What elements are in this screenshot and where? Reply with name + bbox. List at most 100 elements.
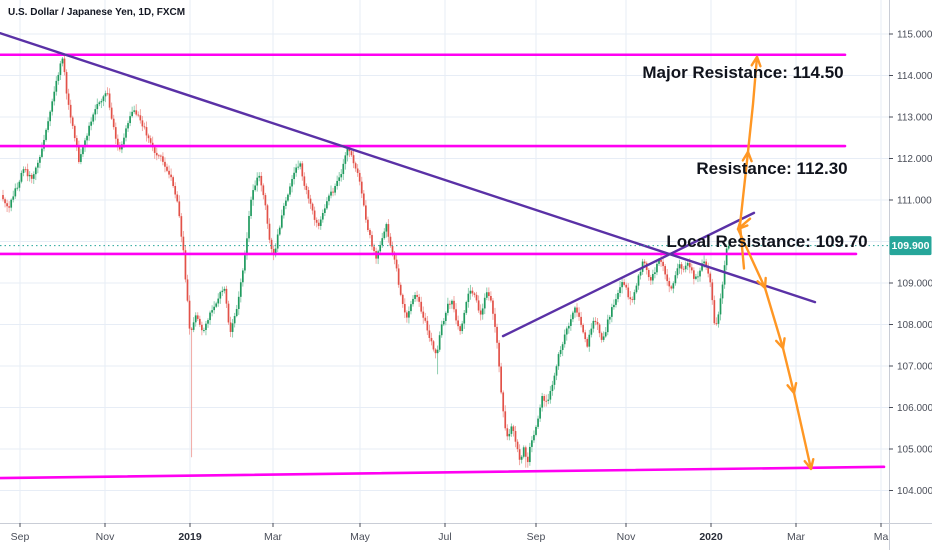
candle-body [492,300,494,314]
candle-body [611,307,613,317]
candle-body [578,312,580,317]
candle-body [34,167,37,175]
candle-body [637,275,640,286]
candle-body [639,271,642,276]
candle-body [51,101,54,112]
candle-body [539,407,541,419]
time-axis-label: Jul [438,531,451,543]
candle-body [535,426,537,435]
candle-body [98,102,101,105]
candle-body [69,104,72,118]
candle-body [430,337,433,342]
candle-body [280,215,283,228]
candle-body [139,115,142,121]
candle-body [319,219,322,226]
price-axis-label: 111.000 [897,196,932,207]
candle-body [196,315,199,319]
candle-body [434,349,437,354]
last-price-label: 109.900 [892,240,930,252]
candle-body [412,298,414,305]
candle-body [563,334,566,345]
levels-layer [0,53,886,480]
candle-body [315,219,318,223]
candle-body [293,172,295,180]
candle-body [186,279,189,301]
candle-body [504,411,507,429]
candle-body [59,63,62,75]
candle-body [551,384,554,392]
candle-body [572,312,574,320]
candle-body [662,261,664,267]
candle-body [379,245,382,252]
candle-body [717,314,720,324]
candle-body [715,323,718,325]
candle-body [192,322,195,330]
candle-body [467,293,470,302]
up-target-arrow-head-icon [750,55,762,68]
candle-body [2,195,4,200]
candle-body [705,261,707,266]
candle-body [274,248,277,256]
candle-body [334,186,336,193]
time-axis[interactable]: Sep Nov 2019 Mar May Jul Sep Nov 2020 Mar Ma [0,523,932,550]
candle-body [342,163,345,175]
candle-body [709,273,712,283]
candle-body [307,190,310,199]
support-line[interactable] [0,465,886,480]
candle-body [479,310,482,315]
annotation-label[interactable]: Local Resistance: 109.70 [666,232,867,251]
candle-body [129,116,131,124]
candle-body [582,324,584,333]
candle-body [475,294,478,301]
candle-body [629,297,632,300]
candle-body [477,300,480,311]
candle-body [116,138,119,147]
candle-body [233,316,236,324]
candle-body [690,267,693,271]
price-axis-label: 104.000 [897,486,932,497]
descending-trendline[interactable] [0,31,817,304]
price-axis-label: 113.000 [897,113,932,124]
candle-body [285,200,287,206]
candle-body [356,168,359,173]
candle-body [321,212,324,220]
candle-body [401,294,404,304]
price-axis[interactable]: 115.000 114.000 113.000 112.000 111.000 109.0… [889,0,932,550]
candle-body [633,292,636,300]
candle-body [555,366,558,376]
candle-body [61,58,64,64]
candle-body [436,349,439,354]
candle-body [174,186,177,195]
candle-body [10,199,13,208]
candle-body [570,319,572,326]
down-target-arrow[interactable] [736,217,813,471]
candle-body [674,275,677,284]
candle-body [631,299,634,301]
candle-body [198,318,201,325]
candle-body [4,199,6,204]
candle-body [135,110,138,115]
ascending-trendline[interactable] [501,211,756,338]
scenario-arrows[interactable] [736,55,815,471]
candle-body [658,259,660,264]
candle-body [287,194,289,201]
candle-body [170,174,172,178]
annotation-label[interactable]: Resistance: 112.30 [696,159,847,178]
candle-body [92,114,95,122]
down-target-arrow-head-icon [774,337,786,350]
annotation-label[interactable]: Major Resistance: 114.50 [642,63,843,82]
candle-body [41,148,43,157]
symbol-title[interactable]: U.S. Dollar / Japanese Yen, 1D, FXCM [8,7,186,18]
price-axis-label: 105.000 [897,445,932,456]
candle-body [500,366,502,393]
candle-body [225,288,228,304]
candle-body [422,311,425,318]
time-axis-label: 2020 [699,531,723,543]
candle-body [526,456,529,463]
candle-body [102,96,105,102]
candle-body [258,175,261,178]
candle-body [721,284,724,299]
candle-body [16,187,19,189]
